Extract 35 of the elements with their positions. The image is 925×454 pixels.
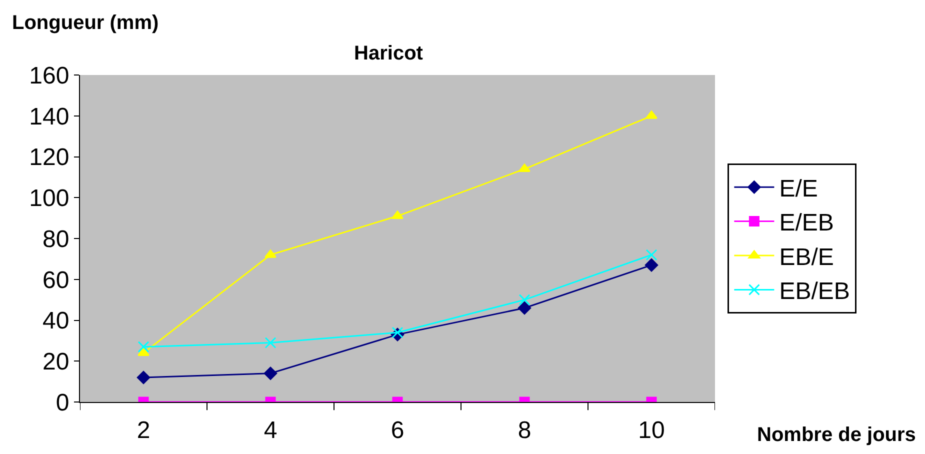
y-tick-label: 120 — [29, 144, 70, 172]
y-tick-label: 80 — [42, 226, 70, 253]
x-tick-label: 4 — [264, 416, 278, 444]
y-axis-title: Longueur (mm) — [12, 12, 159, 34]
point — [644, 258, 658, 272]
point — [518, 301, 532, 315]
point — [264, 366, 278, 380]
point — [518, 294, 530, 306]
point — [136, 370, 150, 384]
point — [264, 336, 276, 348]
y-tick-label: 40 — [42, 308, 70, 335]
x-tick-label: 6 — [390, 416, 404, 444]
y-tick-label: 100 — [29, 185, 70, 212]
point — [646, 249, 658, 261]
point — [392, 210, 404, 220]
x-axis-title: Nombre de jours — [757, 424, 916, 446]
x-tick-label: 8 — [518, 416, 532, 444]
point — [138, 348, 150, 356]
point — [264, 250, 276, 258]
y-tick-label: 0 — [56, 389, 70, 416]
point — [646, 110, 658, 119]
point — [138, 341, 150, 353]
x-tick-label: 2 — [136, 416, 150, 444]
y-tick-label: 140 — [29, 103, 70, 130]
legend-label: EB/E — [779, 244, 834, 271]
point — [392, 326, 404, 338]
y-tick-label: 60 — [42, 266, 70, 294]
point — [518, 164, 530, 172]
chart-title: Haricot — [354, 42, 424, 64]
legend-label: E/E — [779, 175, 818, 202]
y-tick-label: 160 — [29, 62, 70, 90]
legend-label: EB/EB — [779, 278, 850, 306]
x-tick-label: 10 — [638, 416, 665, 444]
y-tick-label: 20 — [42, 348, 70, 376]
legend-label: E/EB — [779, 210, 834, 237]
